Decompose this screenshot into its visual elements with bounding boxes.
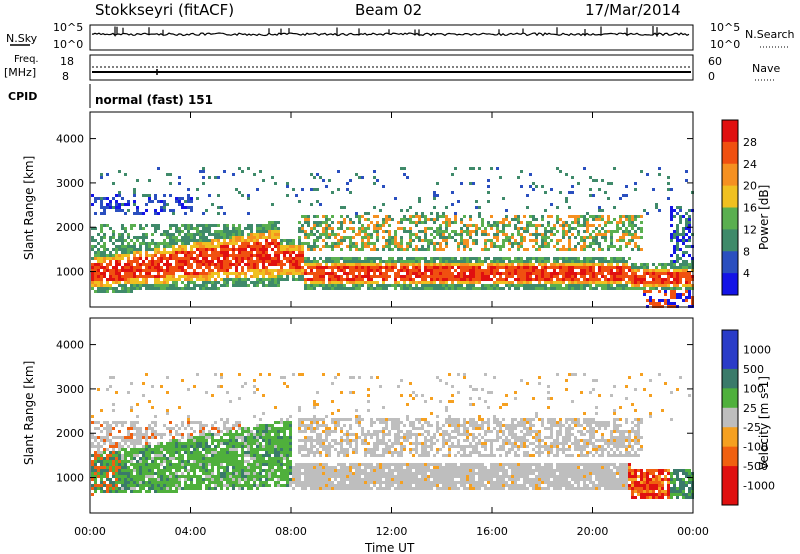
station-title: Stokkseyri (fitACF) bbox=[95, 1, 234, 19]
beam-title: Beam 02 bbox=[355, 1, 422, 19]
power-heatmap bbox=[91, 167, 694, 308]
freq-unit-label: [MHz] bbox=[4, 66, 36, 79]
colorbar-tick: 25 bbox=[743, 402, 757, 415]
colorbar-swatch bbox=[722, 330, 738, 350]
ytick-label: 2000 bbox=[56, 221, 84, 234]
colorbar-tick: -100 bbox=[743, 441, 768, 454]
colorbar-swatch bbox=[722, 446, 738, 467]
xtick-label: 00:00 bbox=[677, 525, 709, 538]
colorbar-swatch bbox=[722, 185, 738, 208]
ytick-label: 2000 bbox=[56, 427, 84, 440]
colorbar-swatch bbox=[722, 273, 738, 296]
freq-tick-top: 18 bbox=[60, 55, 74, 68]
colorbar-tick: 28 bbox=[743, 136, 757, 149]
xtick-label: 12:00 bbox=[376, 525, 408, 538]
xtick-label: 00:00 bbox=[74, 525, 106, 538]
velocity-ylabel: Slant Range [km] bbox=[22, 361, 36, 465]
colorbar-tick: -1000 bbox=[743, 480, 775, 493]
time-axis-label: Time UT bbox=[364, 541, 415, 554]
velocity-colorbar: 1000 500 100 25 -25 -100 -500 -1000 bbox=[721, 329, 775, 506]
velocity-heatmap bbox=[91, 373, 694, 499]
freq-tick-bottom: 8 bbox=[62, 70, 69, 83]
colorbar-swatch bbox=[722, 207, 738, 230]
colorbar-swatch bbox=[722, 163, 738, 187]
ytick-label: 4000 bbox=[56, 339, 84, 352]
colorbar-tick: 100 bbox=[743, 382, 764, 395]
nsearch-tick-bottom: 10^0 bbox=[710, 38, 740, 51]
xtick-label: 04:00 bbox=[175, 525, 207, 538]
colorbar-swatch bbox=[722, 349, 738, 370]
colorbar-tick: -500 bbox=[743, 460, 768, 473]
colorbar-tick: 4 bbox=[743, 267, 750, 280]
colorbar-swatch bbox=[722, 388, 738, 409]
colorbar-swatch bbox=[722, 407, 738, 428]
colorbar-tick: 20 bbox=[743, 180, 757, 193]
cpid-label: CPID bbox=[8, 90, 37, 103]
nsky-label: N.Sky bbox=[6, 32, 38, 45]
colorbar-swatch bbox=[722, 485, 738, 506]
velocity-yaxis: 4000 3000 2000 1000 bbox=[56, 339, 693, 485]
ytick-label: 3000 bbox=[56, 383, 84, 396]
freq-panel bbox=[89, 54, 694, 81]
cpid-value: normal (fast) 151 bbox=[95, 93, 213, 107]
power-colorbar-label: Power [dB] bbox=[757, 185, 771, 250]
ytick-label: 4000 bbox=[56, 133, 84, 146]
nave-tick-bottom: 0 bbox=[708, 70, 715, 83]
power-colorbar: 28 24 20 16 12 8 4 bbox=[721, 119, 757, 296]
colorbar-tick: 500 bbox=[743, 363, 764, 376]
velocity-colorbar-label: Velocity [m s-1] bbox=[757, 376, 771, 470]
colorbar-swatch bbox=[722, 120, 738, 143]
ytick-label: 1000 bbox=[56, 472, 84, 485]
time-axis: 00:00 04:00 08:00 12:00 16:00 20:00 00:00 bbox=[74, 112, 709, 538]
power-ylabel: Slant Range [km] bbox=[22, 156, 36, 260]
nsearch-tick-top: 10^5 bbox=[710, 21, 740, 34]
colorbar-swatch bbox=[722, 427, 738, 448]
colorbar-swatch bbox=[722, 466, 738, 487]
colorbar-swatch bbox=[722, 229, 738, 252]
date-title: 17/Mar/2014 bbox=[585, 1, 681, 19]
xtick-label: 08:00 bbox=[275, 525, 307, 538]
xtick-label: 20:00 bbox=[577, 525, 609, 538]
colorbar-tick: 24 bbox=[743, 158, 757, 171]
nsky-trace bbox=[91, 26, 690, 38]
xtick-label: 16:00 bbox=[476, 525, 508, 538]
colorbar-swatch bbox=[722, 251, 738, 274]
colorbar-tick: -25 bbox=[743, 421, 761, 434]
colorbar-swatch bbox=[722, 368, 738, 389]
ytick-label: 3000 bbox=[56, 177, 84, 190]
power-yaxis: 4000 3000 2000 1000 bbox=[56, 133, 693, 279]
colorbar-tick: 1000 bbox=[743, 343, 771, 356]
colorbar-tick: 16 bbox=[743, 202, 757, 215]
nave-label: Nave bbox=[752, 62, 780, 75]
ytick-label: 1000 bbox=[56, 266, 84, 279]
nsearch-label: N.Search bbox=[745, 28, 795, 41]
nsky-panel bbox=[89, 24, 694, 51]
nsky-tick-top: 10^5 bbox=[53, 21, 83, 34]
colorbar-tick: 8 bbox=[743, 245, 750, 258]
nave-tick-top: 60 bbox=[708, 55, 722, 68]
colorbar-swatch bbox=[722, 141, 738, 165]
colorbar-tick: 12 bbox=[743, 223, 757, 236]
nsky-tick-bottom: 10^0 bbox=[53, 38, 83, 51]
freq-label: Freq. bbox=[14, 54, 39, 65]
